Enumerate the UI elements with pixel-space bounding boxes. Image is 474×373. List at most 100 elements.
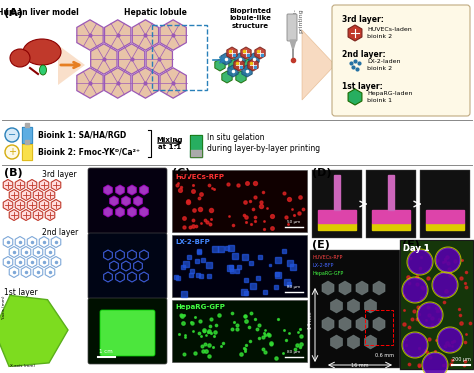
Polygon shape: [388, 175, 394, 210]
Polygon shape: [140, 207, 148, 217]
Polygon shape: [39, 179, 49, 191]
Polygon shape: [51, 200, 61, 210]
Polygon shape: [128, 207, 137, 217]
FancyBboxPatch shape: [420, 170, 470, 238]
Text: (B): (B): [4, 168, 23, 178]
Polygon shape: [373, 317, 385, 331]
Polygon shape: [3, 200, 13, 210]
Polygon shape: [356, 317, 368, 331]
Polygon shape: [122, 196, 130, 206]
Text: Bioink 1: SA/HA/RGD: Bioink 1: SA/HA/RGD: [38, 131, 126, 140]
Ellipse shape: [23, 39, 61, 65]
FancyBboxPatch shape: [400, 240, 474, 370]
Polygon shape: [255, 47, 265, 59]
Polygon shape: [160, 20, 186, 50]
FancyBboxPatch shape: [312, 170, 362, 238]
Polygon shape: [236, 71, 246, 83]
Polygon shape: [116, 185, 124, 195]
Text: Day 1: Day 1: [403, 244, 429, 253]
Polygon shape: [51, 179, 61, 191]
Polygon shape: [118, 44, 145, 74]
Polygon shape: [243, 59, 253, 71]
Polygon shape: [27, 179, 37, 191]
Polygon shape: [339, 317, 351, 331]
Polygon shape: [426, 210, 464, 223]
Polygon shape: [365, 335, 376, 349]
FancyBboxPatch shape: [88, 233, 167, 299]
Text: 3D bio-
printing: 3D bio- printing: [292, 8, 303, 32]
Polygon shape: [25, 123, 29, 127]
Text: In situ gelation
during layer-by-layer printing: In situ gelation during layer-by-layer p…: [207, 133, 320, 153]
Text: LX-2-BFP: LX-2-BFP: [175, 239, 210, 245]
Circle shape: [403, 333, 427, 357]
Polygon shape: [318, 210, 356, 223]
Circle shape: [418, 303, 442, 327]
Polygon shape: [39, 200, 49, 210]
Polygon shape: [190, 150, 202, 157]
Text: 1 cm: 1 cm: [99, 349, 113, 354]
Polygon shape: [426, 223, 464, 230]
Text: Human liver model: Human liver model: [0, 8, 79, 17]
Text: (F): (F): [402, 240, 420, 250]
Polygon shape: [221, 53, 231, 65]
Bar: [365, 310, 393, 345]
Text: +: +: [8, 147, 16, 157]
Text: 200 μm: 200 μm: [452, 357, 470, 362]
Polygon shape: [215, 59, 225, 71]
Text: (E): (E): [312, 240, 330, 250]
Text: 1st layer: 1st layer: [4, 288, 37, 297]
Text: Bioink 2: Fmoc-YKᴰ/Ca²⁺: Bioink 2: Fmoc-YKᴰ/Ca²⁺: [38, 147, 140, 157]
FancyBboxPatch shape: [172, 170, 307, 232]
Polygon shape: [128, 185, 137, 195]
Polygon shape: [27, 200, 37, 210]
Polygon shape: [229, 59, 239, 71]
Text: LX-2-BFP: LX-2-BFP: [313, 263, 334, 268]
Text: HepaRG-GFP: HepaRG-GFP: [313, 271, 344, 276]
Polygon shape: [248, 59, 258, 71]
Polygon shape: [33, 210, 43, 220]
Ellipse shape: [39, 65, 46, 75]
Circle shape: [436, 248, 460, 272]
Polygon shape: [373, 281, 385, 295]
Text: Bioprinted
lobule-like
structure: Bioprinted lobule-like structure: [229, 8, 271, 29]
Text: 16 mm: 16 mm: [351, 363, 369, 368]
FancyBboxPatch shape: [287, 14, 297, 41]
Text: HepaRG-laden
bioink 1: HepaRG-laden bioink 1: [367, 91, 412, 103]
Polygon shape: [105, 20, 131, 50]
Text: (D): (D): [312, 168, 331, 178]
Polygon shape: [160, 68, 186, 98]
Polygon shape: [249, 53, 259, 65]
Text: Hepatic lobule: Hepatic lobule: [124, 8, 186, 17]
Polygon shape: [322, 281, 334, 295]
Polygon shape: [140, 185, 148, 195]
Polygon shape: [347, 335, 360, 349]
Polygon shape: [234, 59, 244, 71]
Text: 0.6 mm: 0.6 mm: [375, 353, 394, 358]
Text: Day 1: Day 1: [403, 244, 429, 253]
Text: X-axis (mm): X-axis (mm): [10, 364, 35, 368]
Polygon shape: [9, 189, 19, 201]
FancyBboxPatch shape: [100, 310, 155, 356]
Polygon shape: [146, 44, 173, 74]
FancyBboxPatch shape: [332, 5, 470, 116]
Text: HUVECs-RFP: HUVECs-RFP: [175, 174, 224, 180]
Polygon shape: [45, 210, 55, 220]
Polygon shape: [348, 89, 362, 105]
Polygon shape: [302, 30, 335, 100]
Polygon shape: [134, 196, 142, 206]
Polygon shape: [132, 20, 159, 50]
Polygon shape: [241, 47, 251, 59]
Polygon shape: [242, 65, 252, 77]
FancyBboxPatch shape: [401, 241, 473, 369]
Polygon shape: [77, 68, 103, 98]
Polygon shape: [21, 210, 31, 220]
Polygon shape: [356, 281, 368, 295]
Polygon shape: [227, 47, 237, 59]
Text: 3rd layer:: 3rd layer:: [342, 15, 384, 24]
Text: 2nd layer:: 2nd layer:: [342, 50, 386, 59]
Text: (A): (A): [4, 8, 23, 18]
Polygon shape: [0, 295, 68, 366]
Polygon shape: [58, 45, 85, 85]
Polygon shape: [3, 179, 13, 191]
Polygon shape: [222, 71, 232, 83]
